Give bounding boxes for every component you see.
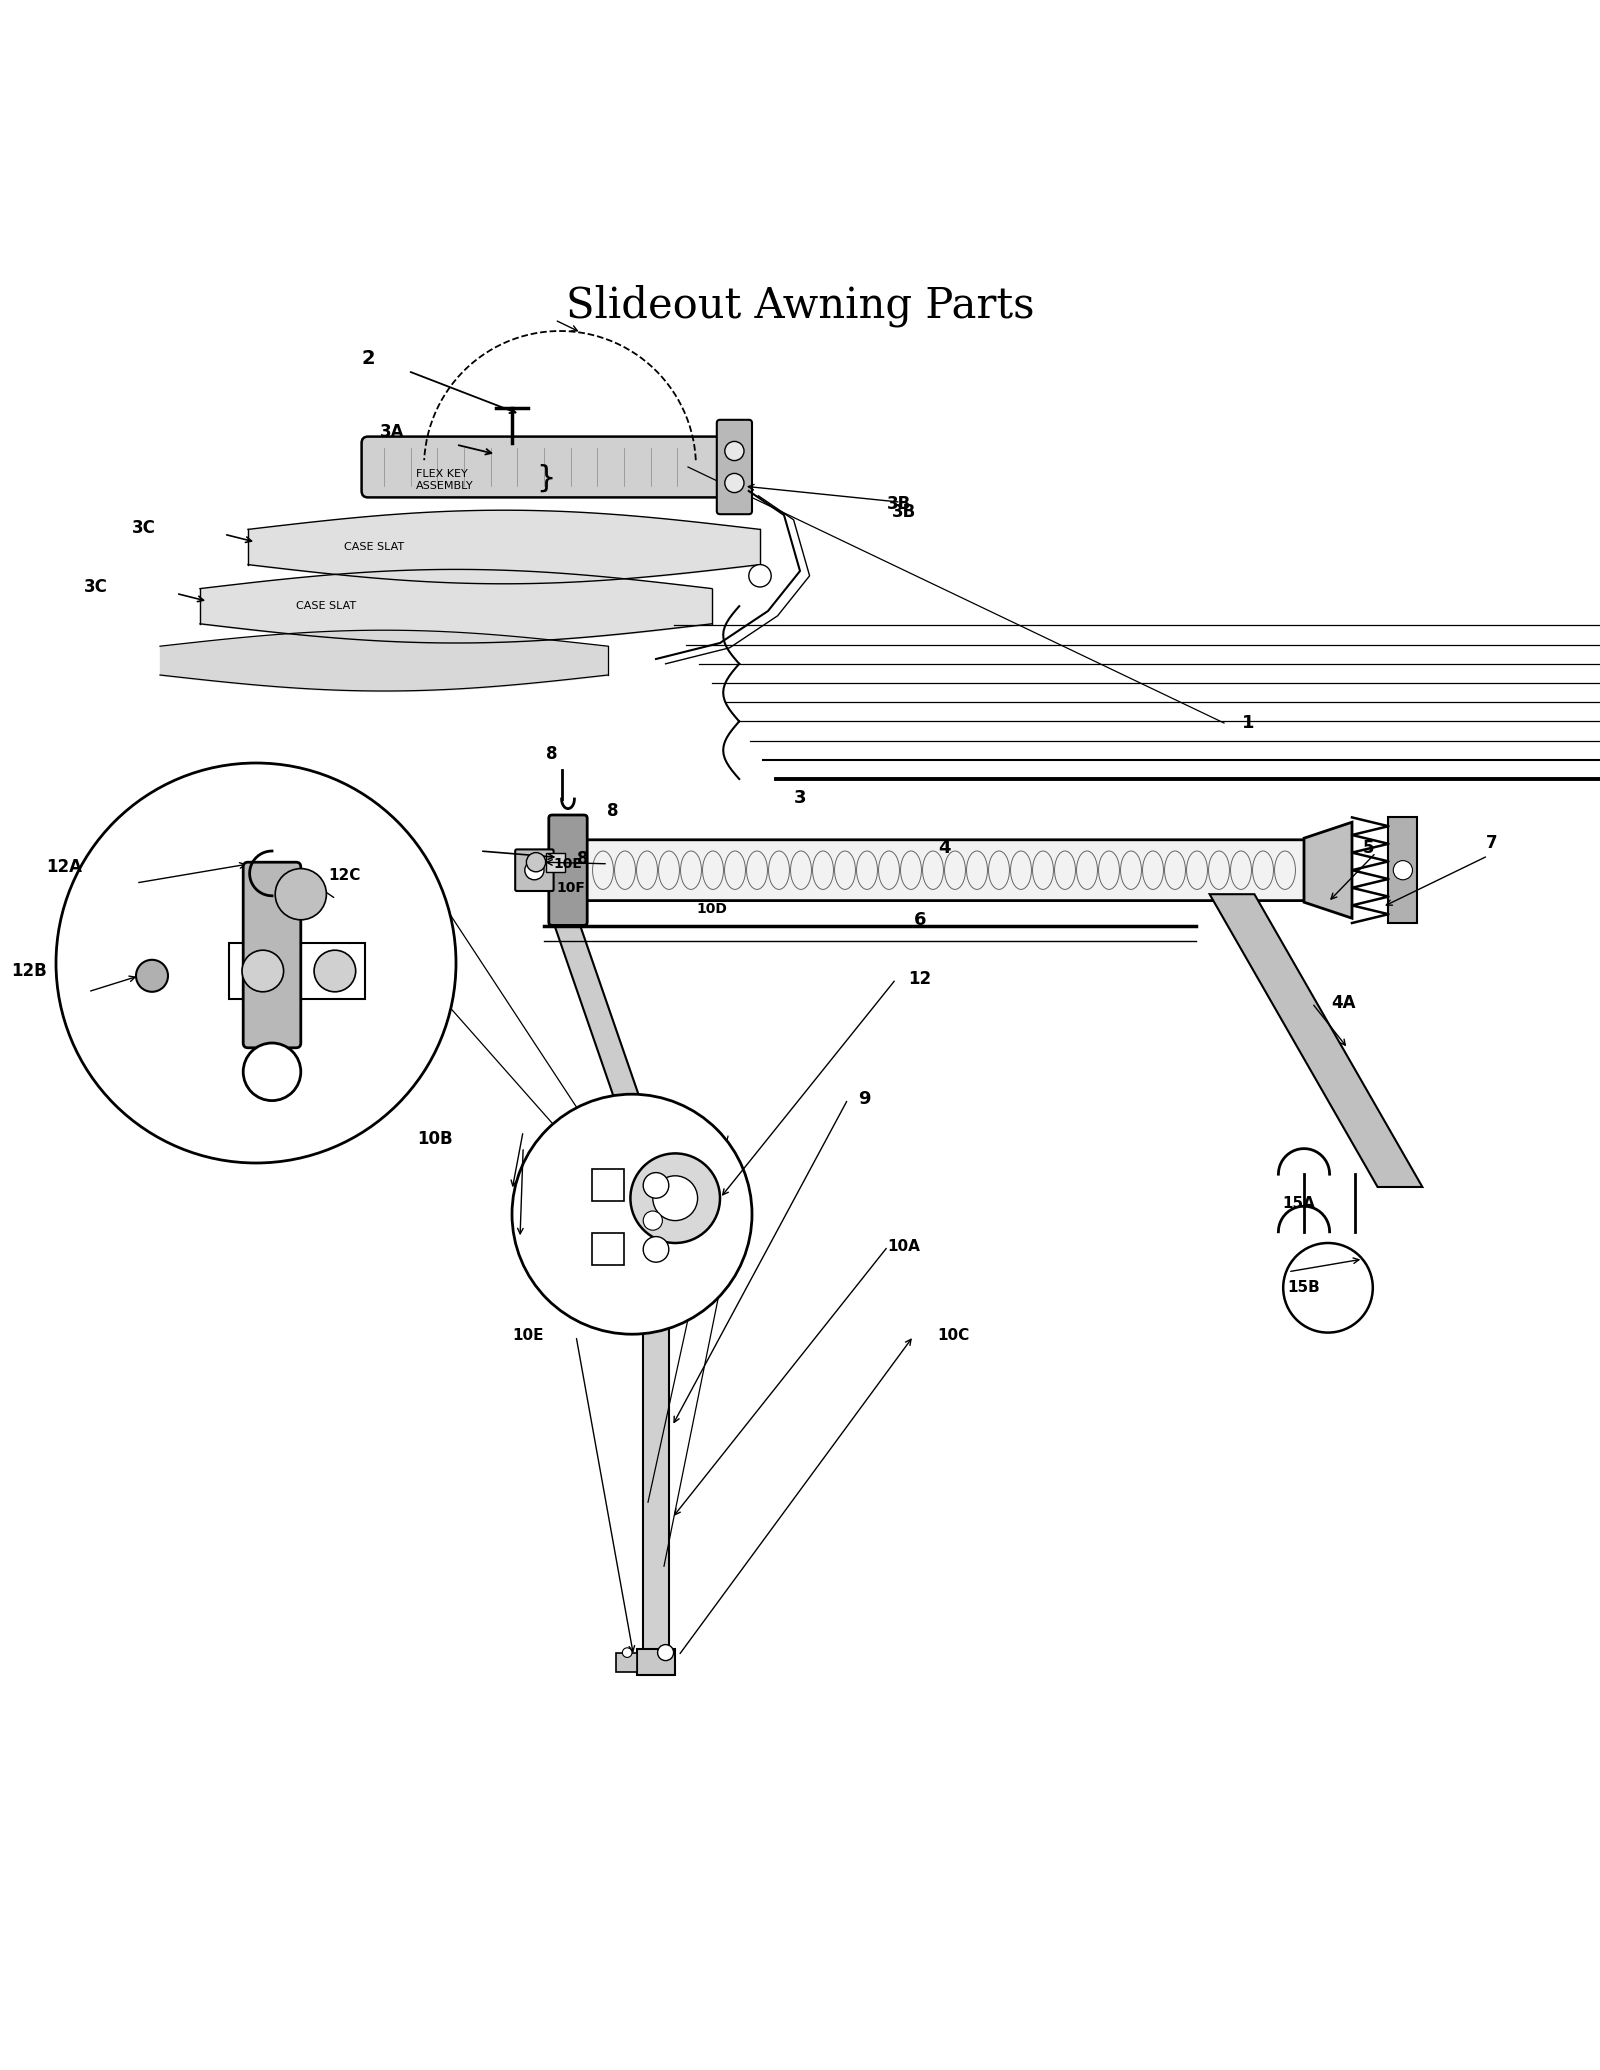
Bar <box>546 853 565 871</box>
Bar <box>592 1170 624 1201</box>
Circle shape <box>525 861 544 880</box>
Text: 9: 9 <box>858 1091 870 1107</box>
Circle shape <box>136 960 168 992</box>
Text: 12: 12 <box>909 971 931 987</box>
Text: 8: 8 <box>606 801 619 820</box>
Text: }: } <box>536 464 555 493</box>
Circle shape <box>243 1043 301 1101</box>
Circle shape <box>56 764 456 1163</box>
Circle shape <box>622 1648 632 1658</box>
Circle shape <box>643 1211 662 1230</box>
Text: 8: 8 <box>546 745 558 764</box>
Circle shape <box>643 1172 669 1199</box>
Text: 10E: 10E <box>512 1329 544 1343</box>
Text: 3C: 3C <box>133 520 155 536</box>
Bar <box>1389 818 1418 923</box>
Text: FLEX KEY
ASSEMBLY: FLEX KEY ASSEMBLY <box>416 470 474 491</box>
Text: 3: 3 <box>794 789 806 807</box>
Text: 15A: 15A <box>1283 1196 1315 1211</box>
Text: 10E: 10E <box>554 857 582 871</box>
FancyBboxPatch shape <box>243 863 301 1047</box>
FancyBboxPatch shape <box>515 849 554 890</box>
Text: 2: 2 <box>362 348 374 368</box>
Text: 3A: 3A <box>379 422 405 441</box>
FancyBboxPatch shape <box>717 420 752 513</box>
Polygon shape <box>1304 822 1352 919</box>
Circle shape <box>643 1236 669 1263</box>
Bar <box>616 1652 637 1673</box>
Circle shape <box>749 565 771 588</box>
Bar <box>229 944 365 1000</box>
Text: 1: 1 <box>1242 714 1254 733</box>
Circle shape <box>275 869 326 919</box>
Circle shape <box>314 950 355 992</box>
Bar <box>637 1650 675 1675</box>
Text: 10F: 10F <box>557 882 586 894</box>
Circle shape <box>653 1176 698 1221</box>
Circle shape <box>658 1644 674 1660</box>
Text: 5: 5 <box>1362 838 1374 857</box>
Text: 7: 7 <box>1485 834 1498 853</box>
Text: 15B: 15B <box>1288 1281 1320 1296</box>
Text: 3B: 3B <box>891 503 917 522</box>
Circle shape <box>1394 861 1413 880</box>
Text: 6: 6 <box>914 911 926 929</box>
Text: 8: 8 <box>576 851 589 867</box>
Text: 3C: 3C <box>85 578 107 596</box>
Bar <box>592 1234 624 1265</box>
Text: 12B: 12B <box>11 963 46 979</box>
Text: 10B: 10B <box>418 1130 453 1149</box>
Text: 10D: 10D <box>696 903 728 915</box>
Text: 4A: 4A <box>1331 994 1357 1012</box>
Text: 12C: 12C <box>328 867 360 882</box>
FancyBboxPatch shape <box>578 840 1310 900</box>
Text: 10C: 10C <box>938 1329 970 1343</box>
Text: 12A: 12A <box>46 857 82 876</box>
Circle shape <box>526 853 546 871</box>
FancyBboxPatch shape <box>549 816 587 925</box>
Bar <box>643 1190 669 1662</box>
Text: Slideout Awning Parts: Slideout Awning Parts <box>566 284 1034 327</box>
Text: 10A: 10A <box>888 1238 920 1254</box>
Circle shape <box>242 950 283 992</box>
Text: 4: 4 <box>938 838 950 857</box>
FancyBboxPatch shape <box>362 437 726 497</box>
Circle shape <box>725 474 744 493</box>
Text: CASE SLAT: CASE SLAT <box>344 542 405 553</box>
Text: 3B: 3B <box>886 495 912 513</box>
Circle shape <box>630 1153 720 1242</box>
Text: CASE SLAT: CASE SLAT <box>296 600 357 611</box>
Polygon shape <box>1210 894 1422 1186</box>
Circle shape <box>512 1095 752 1335</box>
Circle shape <box>725 441 744 462</box>
Circle shape <box>1283 1242 1373 1333</box>
